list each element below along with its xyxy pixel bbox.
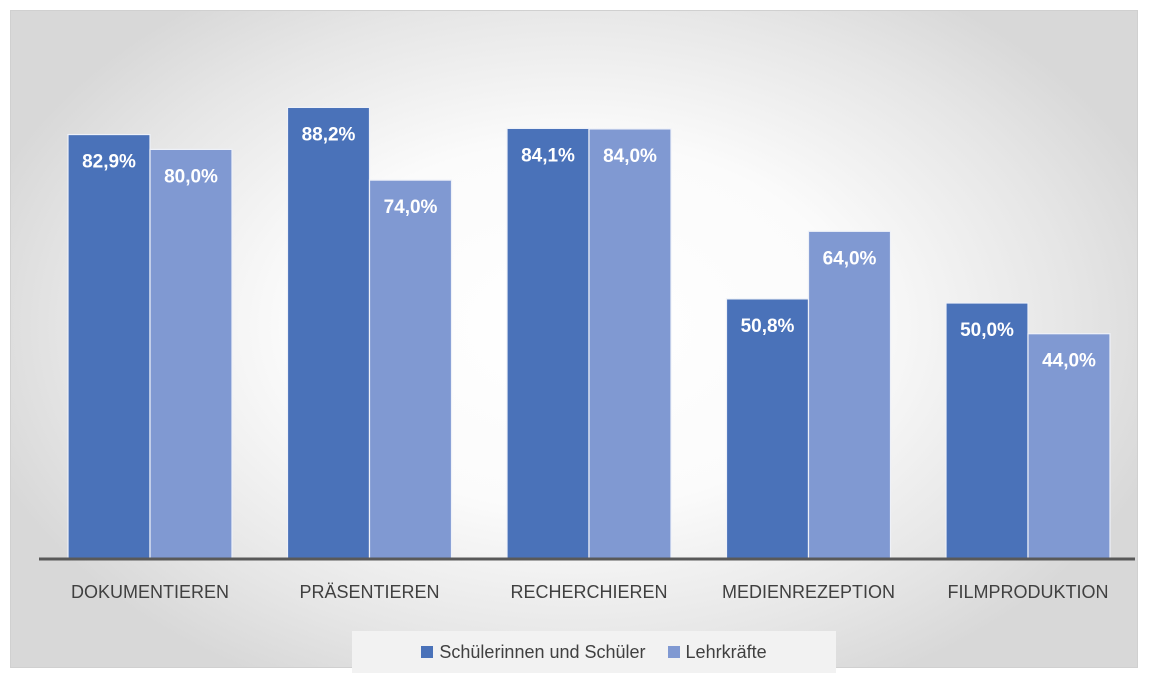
category-label-2: PRÄSENTIEREN	[299, 582, 439, 602]
data-label-1-5: 50,0%	[960, 320, 1014, 341]
legend-swatch-series-2	[667, 646, 680, 658]
data-label-1-2: 88,2%	[302, 124, 356, 145]
bar-2-4	[807, 230, 892, 560]
legend: Schülerinnen und Schüler Lehrkräfte	[352, 631, 836, 673]
bar-2-2	[368, 179, 453, 560]
category-label-4: MEDIENREZEPTION	[722, 582, 895, 602]
bar-1-5	[945, 302, 1029, 560]
data-labels-layer: 82,9% 80,0% 88,2% 74,0% 84,1% 84,0% 50,8% 64,0%…	[82, 124, 1096, 371]
legend-item-series-1: Schülerinnen und Schüler	[421, 641, 646, 663]
data-label-1-4: 50,8%	[741, 316, 795, 337]
data-label-2-4: 64,0%	[823, 248, 877, 269]
bar-2-3	[588, 128, 672, 560]
bar-1-2	[286, 106, 371, 560]
bar-2-1	[149, 148, 233, 560]
category-label-3: RECHERCHIEREN	[510, 582, 667, 602]
legend-label-series-1: Schülerinnen und Schüler	[439, 641, 646, 662]
chart-area: 82,9% 80,0% 88,2% 74,0% 84,1% 84,0% 50,8% 64,0%…	[10, 10, 1138, 673]
data-label-2-3: 84,0%	[603, 146, 657, 167]
bar-1-4	[725, 298, 810, 560]
bar-chart: 82,9% 80,0% 88,2% 74,0% 84,1% 84,0% 50,8% 64,0%…	[39, 106, 1135, 602]
bar-2-5	[1027, 333, 1111, 560]
category-labels-layer: DOKUMENTIEREN PRÄSENTIEREN RECHERCHIEREN ME…	[71, 582, 1109, 602]
data-label-1-1: 82,9%	[82, 152, 136, 173]
data-label-2-5: 44,0%	[1042, 351, 1096, 372]
bar-1-1	[67, 133, 151, 560]
category-label-5: FILMPRODUKTION	[947, 582, 1108, 602]
data-label-1-3: 84,1%	[521, 145, 575, 166]
data-label-2-1: 80,0%	[164, 166, 218, 187]
category-label-1: DOKUMENTIEREN	[71, 582, 229, 602]
legend-swatch-series-1	[421, 646, 434, 658]
legend-label-series-2: Lehrkräfte	[685, 641, 767, 662]
bars-layer	[67, 106, 1111, 560]
bar-1-3	[506, 127, 590, 560]
data-label-2-2: 74,0%	[384, 197, 438, 218]
legend-item-series-2: Lehrkräfte	[667, 641, 767, 663]
